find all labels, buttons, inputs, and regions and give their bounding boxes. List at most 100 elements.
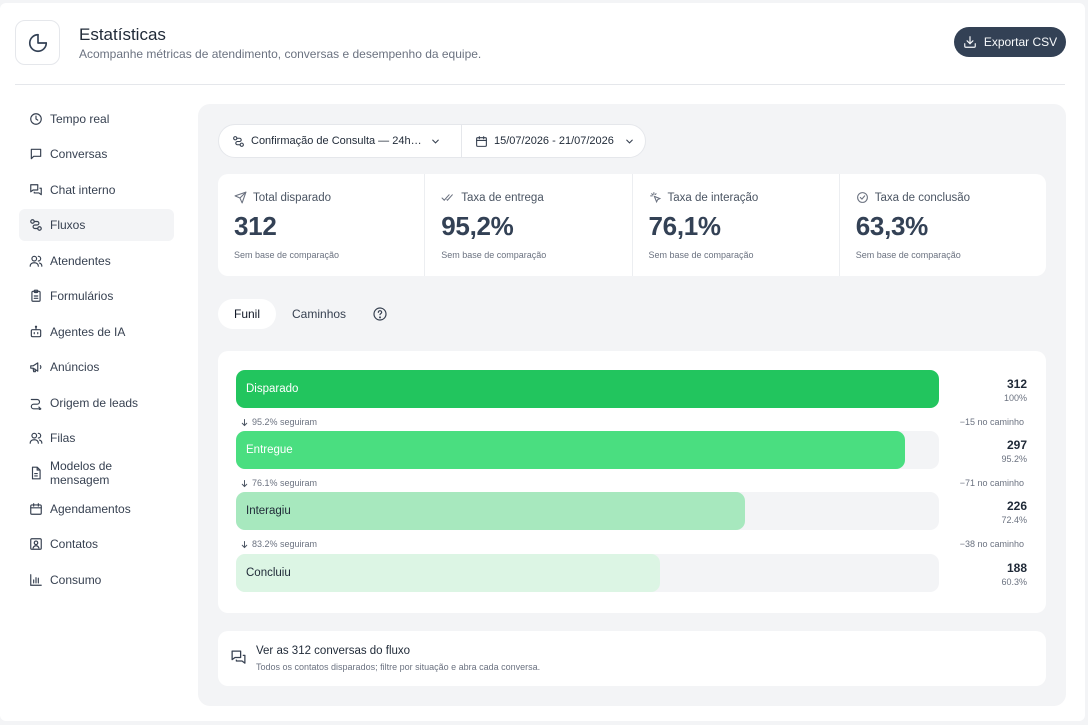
kpi-total-disparado: Total disparado 312 Sem base de comparaç… [218,174,426,276]
sidebar-item-label: Chat interno [50,182,116,197]
export-csv-button[interactable]: Exportar CSV [954,27,1066,57]
kpi-value: 95,2% [441,211,514,241]
sidebar-item-label: Consumo [50,572,102,587]
funnel-drop-off: −38 no caminho [959,539,1024,549]
funnel-bar-entregue[interactable]: Entregue [236,431,906,469]
send-icon [234,191,247,204]
funnel-stage-pct: 95.2% [1001,454,1027,464]
funnel-stage-pct: 60.3% [1001,577,1027,587]
sidebar: Tempo real Conversas Chat interno Fluxos… [19,103,174,599]
funnel-drop-off: −71 no caminho [959,478,1024,488]
sidebar-item-modelos-mensagem[interactable]: Modelos de mensagem [19,457,174,489]
tab-caminhos[interactable]: Caminhos [292,307,347,321]
view-conversations-link[interactable]: Ver as 312 conversas do fluxo Todos os c… [218,631,1046,686]
bot-icon [30,325,42,337]
funnel-stage-label: Disparado [246,383,299,395]
funnel-stage-count: 297 [1006,438,1027,452]
sidebar-item-label: Modelos de mensagem [50,459,113,488]
sidebar-item-label: Atendentes [50,253,111,268]
funnel-follow-text: 83.2% seguiram [252,539,318,549]
date-range-value: 15/07/2026 - 21/07/2026 [494,135,614,147]
export-csv-label: Exportar CSV [983,35,1058,49]
kpi-label-row: Taxa de interação [649,191,758,204]
funnel-stage-label: Interagiu [246,505,291,517]
messages-icon [231,650,246,664]
messages-icon [30,184,42,196]
funnel-follow-text: 95.2% seguiram [252,417,318,427]
sidebar-item-agendamentos[interactable]: Agendamentos [19,493,174,525]
funnel-bar-concluiu[interactable]: Concluiu [236,554,660,592]
tab-funil[interactable]: Funil [218,299,277,329]
pie-chart-icon [15,20,60,65]
users-icon [29,432,43,444]
megaphone-icon [30,362,42,373]
kpi-value: 76,1% [648,211,722,241]
sidebar-item-origem-leads[interactable]: Origem de leads [19,387,174,419]
page-title: Estatísticas [79,25,166,44]
funnel-follow-text: 76.1% seguiram [252,478,318,488]
sidebar-item-chat-interno[interactable]: Chat interno [19,174,174,206]
kpi-taxa-conclusao: Taxa de conclusão 63,3% Sem base de comp… [840,174,1046,276]
kpi-taxa-interacao: Taxa de interação 76,1% Sem base de comp… [633,174,840,276]
kpi-comparison: Sem base de comparação [855,250,961,260]
sidebar-item-label: Filas [50,430,76,445]
funnel-stage-count: 188 [1006,561,1027,575]
sidebar-item-conversas[interactable]: Conversas [19,138,174,170]
funnel-drop-off: −15 no caminho [959,417,1024,427]
kpi-label: Taxa de entrega [461,191,544,204]
sidebar-item-formularios[interactable]: Formulários [19,280,174,312]
contact-icon [30,538,42,551]
kpi-taxa-entrega: Taxa de entrega 95,2% Sem base de compar… [425,174,633,276]
kpi-value: 312 [234,211,277,241]
file-text-icon [31,466,41,480]
funnel-track: Entregue [236,431,939,469]
sidebar-item-contatos[interactable]: Contatos [19,528,174,560]
sidebar-item-anuncios[interactable]: Anúncios [19,351,174,383]
app-window: Estatísticas Acompanhe métricas de atend… [0,3,1085,721]
funnel-bar-interagiu[interactable]: Interagiu [236,492,745,530]
sidebar-item-label: Agentes de IA [50,324,126,339]
sidebar-item-agentes-ia[interactable]: Agentes de IA [19,316,174,348]
clipboard-icon [31,289,41,303]
funnel-follow-rate: 76.1% seguiram [240,478,317,488]
funnel-stage-label: Concluiu [246,567,291,579]
funnel-bar-disparado[interactable]: Disparado [236,370,939,408]
filter-bar: Confirmação de Consulta — 24h antes 15/0… [218,124,646,158]
sidebar-item-label: Conversas [50,147,108,162]
kpi-label-row: Taxa de entrega [441,191,544,204]
kpi-label-row: Total disparado [234,191,331,204]
kpi-label: Total disparado [253,191,331,204]
sidebar-item-consumo[interactable]: Consumo [19,564,174,596]
route-icon [233,135,244,147]
double-check-icon [441,194,454,201]
chevron-down-icon [432,139,439,144]
sidebar-item-label: Anúncios [50,360,100,375]
chevron-down-icon [626,139,633,144]
sidebar-item-fluxos[interactable]: Fluxos [19,209,174,242]
funnel-stage-count: 226 [1006,499,1027,513]
clock-icon [30,113,42,125]
sidebar-item-tempo-real[interactable]: Tempo real [19,103,174,135]
conversations-title: Ver as 312 conversas do fluxo [256,645,411,657]
calendar-icon [476,135,487,147]
sidebar-item-atendentes[interactable]: Atendentes [19,245,174,277]
funnel-stage-pct: 72.4% [1001,515,1027,525]
sidebar-item-label: Tempo real [50,112,110,126]
funnel-track: Concluiu [236,554,939,592]
date-range-picker[interactable]: 15/07/2026 - 21/07/2026 [462,125,635,157]
kpi-comparison: Sem base de comparação [441,250,547,260]
funnel-track: Interagiu [236,492,939,530]
pointer-click-icon [649,192,661,204]
route-icon [30,219,42,232]
help-icon[interactable] [372,306,388,322]
funnel-follow-rate: 83.2% seguiram [240,539,317,549]
kpi-label-row: Taxa de conclusão [856,191,970,204]
sidebar-item-label: Formulários [50,289,114,304]
sidebar-item-label: Agendamentos [50,501,131,516]
sidebar-item-label: Contatos [50,537,99,552]
sidebar-item-filas[interactable]: Filas [19,422,174,454]
page-header: Estatísticas Acompanhe métricas de atend… [0,3,1085,85]
funnel-stage-label: Entregue [246,444,293,456]
flow-select[interactable]: Confirmação de Consulta — 24h antes [219,125,462,157]
arrow-down-icon [241,479,248,487]
